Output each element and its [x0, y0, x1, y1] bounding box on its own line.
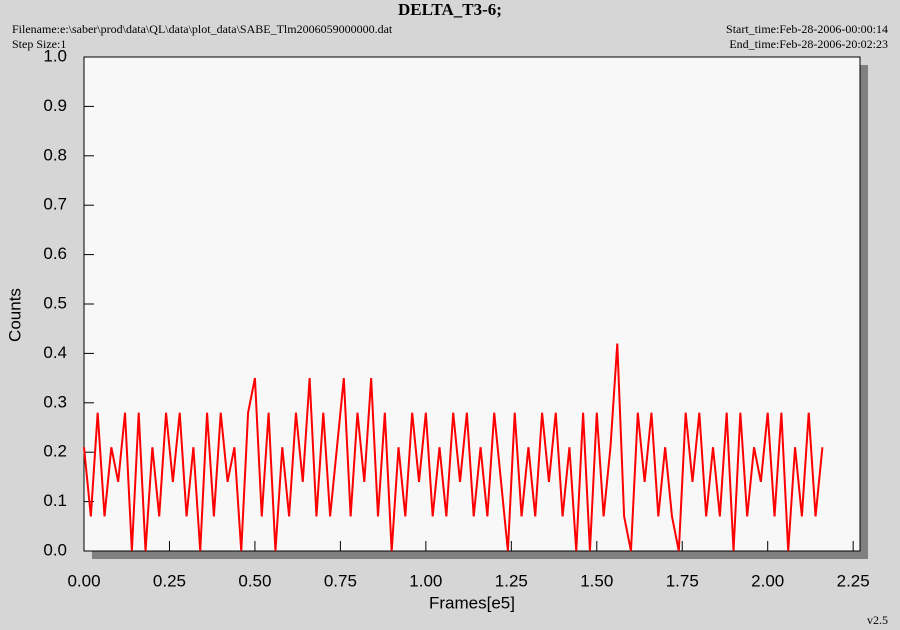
y-tick-label: 0.7: [43, 195, 67, 214]
version: v2.5: [867, 613, 888, 627]
y-tick-label: 0.8: [43, 145, 67, 164]
y-tick-label: 0.0: [43, 540, 67, 559]
y-tick-label: 1.0: [43, 46, 67, 65]
x-tick-label: 1.25: [495, 571, 528, 590]
x-tick-label: 0.00: [67, 571, 100, 590]
y-tick-label: 0.5: [43, 293, 67, 312]
x-tick-label: 1.50: [580, 571, 613, 590]
end-time: End_time:Feb-28-2006-20:02:23: [729, 37, 888, 51]
start-time: Start_time:Feb-28-2006-00:00:14: [726, 22, 888, 36]
y-axis-label: Counts: [5, 288, 24, 342]
x-tick-label: 0.50: [238, 571, 271, 590]
x-tick-label: 1.75: [666, 571, 699, 590]
y-tick-label: 0.1: [43, 491, 67, 510]
x-axis-label: Frames[e5]: [429, 593, 515, 612]
y-tick-label: 0.4: [43, 343, 67, 362]
y-tick-label: 0.9: [43, 96, 67, 115]
x-tick-label: 1.00: [409, 571, 442, 590]
x-tick-label: 0.75: [324, 571, 357, 590]
x-tick-label: 2.00: [751, 571, 784, 590]
y-tick-label: 0.3: [43, 392, 67, 411]
x-tick-label: 2.25: [837, 571, 870, 590]
y-tick-label: 0.2: [43, 442, 67, 461]
plot-area: [83, 56, 861, 552]
filename: Filename:e:\saber\prod\data\QL\data\plot…: [12, 22, 393, 36]
x-tick-label: 0.25: [153, 571, 186, 590]
y-tick-label: 0.6: [43, 244, 67, 263]
data-line: [83, 343, 824, 552]
chart-title: DELTA_T3-6;: [398, 0, 502, 19]
step-size: Step Size:1: [12, 37, 66, 51]
